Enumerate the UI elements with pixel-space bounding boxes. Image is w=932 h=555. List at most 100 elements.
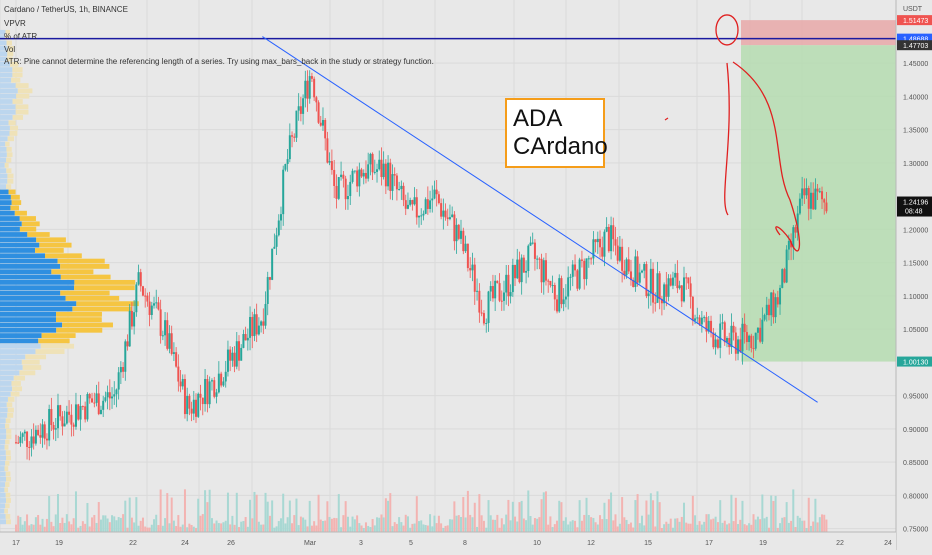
volume-bar xyxy=(181,524,184,532)
candle-body xyxy=(86,394,89,420)
volume-bar xyxy=(393,522,396,532)
price-tag[interactable] xyxy=(897,356,932,367)
price-tick-label: 1.15000 xyxy=(903,261,928,268)
volume-bar xyxy=(233,524,236,532)
price-axis[interactable]: USDT 1.45000 1.40000 1.35000 1.30000 1.20000 1… xyxy=(895,0,932,550)
candle-body xyxy=(413,197,416,205)
vp-bar-up xyxy=(0,131,10,136)
candle-body xyxy=(179,381,182,387)
price-tag[interactable] xyxy=(897,40,932,51)
volume-bar xyxy=(117,517,120,532)
vp-bar-down xyxy=(7,45,14,51)
vp-bar-up xyxy=(0,221,22,227)
candle-body xyxy=(464,243,467,252)
candle-body xyxy=(233,352,236,367)
vp-bar-down xyxy=(4,444,9,450)
vp-bar-down xyxy=(40,343,75,349)
price-tag[interactable] xyxy=(897,196,932,217)
candle-body xyxy=(59,405,62,417)
volume-bar xyxy=(478,494,481,532)
vp-bar-down xyxy=(5,492,11,498)
candle-body xyxy=(291,135,294,137)
candle-body xyxy=(440,203,443,217)
symbol-title[interactable]: Cardano / TetherUS, 1h, BINANCE xyxy=(4,5,128,14)
vp-bar-up xyxy=(0,519,7,525)
candle-body xyxy=(567,277,570,297)
volume-bar xyxy=(229,524,232,532)
candle-body xyxy=(473,264,476,292)
candle-body xyxy=(398,188,401,190)
candle-body xyxy=(823,199,826,203)
stop-loss-zone[interactable] xyxy=(741,20,896,46)
highlight-circle[interactable] xyxy=(715,14,739,46)
price-tag[interactable] xyxy=(897,15,932,26)
volume-bar xyxy=(424,525,427,532)
vp-bar-up xyxy=(0,370,20,376)
price-tag[interactable] xyxy=(897,33,932,44)
volume-bar xyxy=(514,516,517,532)
volume-bar xyxy=(206,502,209,532)
volume-bar xyxy=(106,518,109,532)
volume-bar xyxy=(765,516,768,532)
volume-bar xyxy=(674,518,677,532)
candle-body xyxy=(306,80,309,99)
vp-bar-up xyxy=(0,77,12,83)
volume-bar xyxy=(349,526,352,532)
candle-body xyxy=(367,164,370,179)
indicator-vpvr[interactable]: VPVR xyxy=(4,19,26,28)
vp-bar-down xyxy=(4,508,8,514)
candle-body xyxy=(360,169,363,177)
candle-body xyxy=(509,292,512,297)
volume-bar xyxy=(732,521,735,532)
volume-bar xyxy=(186,527,189,532)
volume-bar xyxy=(224,520,227,532)
vp-bar-down xyxy=(6,434,12,440)
time-tick-label: Mar xyxy=(304,540,317,547)
candle-body xyxy=(776,297,779,305)
candle-body xyxy=(728,338,731,348)
volume-bar xyxy=(251,518,254,532)
candle-body xyxy=(621,246,624,271)
candle-body xyxy=(469,268,472,271)
time-axis[interactable]: 17 19 22 24 26 Mar 3 5 8 10 12 15 17 19 22 24 xyxy=(0,531,896,550)
volume-bar xyxy=(485,527,488,532)
volume-bar xyxy=(612,520,615,532)
drawn-lines[interactable] xyxy=(0,14,896,403)
volume-bar xyxy=(376,517,379,532)
volume-bar xyxy=(30,524,33,532)
forecast-arrow[interactable] xyxy=(724,61,801,252)
vp-bar-down xyxy=(19,370,36,376)
volume-bar xyxy=(507,499,510,532)
indicator-atr[interactable]: % of ATR xyxy=(4,32,38,41)
candle-body xyxy=(562,299,565,305)
candle-body xyxy=(625,259,628,276)
volume-bar xyxy=(638,523,641,532)
candle-body xyxy=(353,170,356,172)
volume-bar xyxy=(17,515,20,532)
volume-bar xyxy=(538,517,541,532)
volume-bar xyxy=(356,515,359,532)
volume-bar xyxy=(97,502,100,532)
volume-bar xyxy=(268,515,271,532)
indicator-vol[interactable]: Vol xyxy=(4,45,16,54)
volume-bar xyxy=(111,515,114,532)
candle-body xyxy=(730,325,733,348)
volume-bar xyxy=(645,500,648,532)
annotation-line-1: ADA xyxy=(513,105,563,132)
candle-body xyxy=(315,97,318,103)
vp-bar-down xyxy=(5,423,10,429)
vp-bar-up xyxy=(0,381,12,386)
volume-bar xyxy=(719,500,722,532)
candle-body xyxy=(153,303,156,306)
candle-body xyxy=(409,200,412,205)
candle-body xyxy=(522,257,525,273)
descending-trendline[interactable] xyxy=(262,36,818,403)
candle-body xyxy=(500,300,503,302)
vp-bar-up xyxy=(0,120,9,126)
volume-bar xyxy=(164,518,167,532)
candle-body xyxy=(30,436,33,448)
annotation-textbox[interactable]: ADA CArdano xyxy=(505,98,608,168)
candle-body xyxy=(431,198,434,201)
